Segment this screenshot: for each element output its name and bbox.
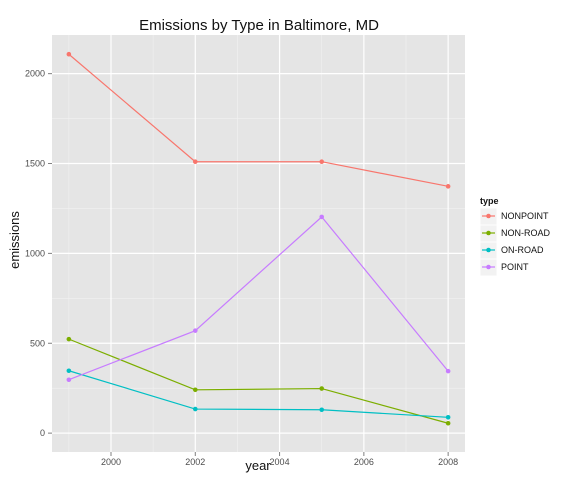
x-tick-label: 2008: [438, 457, 458, 467]
data-point-non-road-2002: [192, 387, 198, 393]
data-point-nonpoint-2002: [192, 159, 198, 165]
legend-item-non-road: NON-ROAD: [479, 224, 550, 243]
data-point-point-2002: [192, 328, 198, 333]
series-line-non-road: [68, 338, 449, 424]
legend-title: type: [480, 196, 499, 206]
legend-item-nonpoint: NONPOINT: [479, 207, 549, 226]
legend: type NONPOINT NON-ROAD ON-ROAD POINT: [479, 196, 550, 277]
chart-title: Emissions by Type in Baltimore, MD: [139, 17, 379, 34]
y-tick-label: 2000: [25, 69, 45, 79]
series-layer: [66, 51, 451, 426]
x-tick-label: 2002: [185, 457, 205, 467]
data-point-point-1999: [66, 377, 72, 383]
data-point-on-road-2008: [445, 415, 451, 420]
y-axis-title: emissions: [7, 211, 22, 269]
data-point-non-road-2008: [445, 420, 451, 426]
data-point-on-road-2002: [192, 406, 198, 412]
data-point-point-2005: [319, 214, 325, 220]
legend-key-point: [486, 230, 491, 236]
y-tick-label: 1000: [25, 248, 45, 258]
data-point-point-2008: [445, 368, 451, 374]
data-point-nonpoint-2005: [319, 159, 325, 165]
series-line-point: [68, 216, 449, 381]
legend-label: NONPOINT: [501, 211, 549, 221]
data-point-nonpoint-1999: [66, 51, 72, 57]
legend-items: NONPOINT NON-ROAD ON-ROAD POINT: [479, 207, 550, 277]
y-tick-label: 1500: [25, 159, 45, 169]
data-point-non-road-2005: [319, 386, 325, 391]
grid-lines: [52, 35, 465, 452]
y-axis-ticks: 0 500 1000 1500 2000: [25, 69, 52, 438]
legend-label: NON-ROAD: [501, 228, 550, 238]
data-point-on-road-1999: [66, 368, 72, 374]
data-point-nonpoint-2008: [445, 184, 451, 189]
legend-key-point: [486, 247, 491, 253]
legend-label: ON-ROAD: [501, 245, 544, 255]
series-line-on-road: [68, 370, 449, 418]
plot-panel: [52, 35, 465, 452]
series-line-nonpoint: [68, 53, 449, 187]
data-point-non-road-1999: [66, 336, 72, 342]
x-tick-label: 2006: [354, 457, 374, 467]
legend-item-on-road: ON-ROAD: [479, 241, 544, 260]
legend-key-point: [486, 213, 491, 219]
x-axis-ticks: 2000 2002 2004 2006 2008: [101, 452, 458, 467]
legend-item-point: POINT: [479, 258, 529, 277]
x-tick-label: 2000: [101, 457, 121, 467]
data-point-on-road-2005: [319, 407, 325, 413]
x-tick-label: 2004: [270, 457, 290, 467]
y-tick-label: 0: [40, 428, 45, 438]
legend-label: POINT: [501, 262, 529, 272]
y-tick-label: 500: [30, 338, 45, 348]
legend-key-point: [486, 264, 491, 270]
x-axis-title: year: [245, 458, 271, 473]
